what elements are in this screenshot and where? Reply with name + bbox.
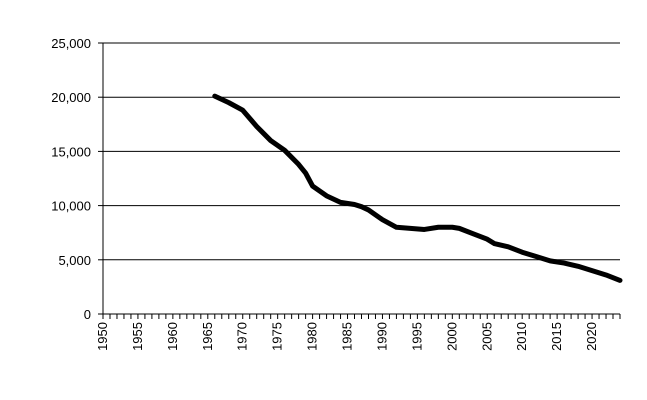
y-tick-label: 20,000 bbox=[51, 90, 91, 105]
x-tick-label: 1975 bbox=[270, 322, 285, 351]
x-tick-label: 1985 bbox=[340, 322, 355, 351]
x-tick-label: 1995 bbox=[409, 322, 424, 351]
series-group bbox=[212, 93, 623, 283]
x-tick-label: 1960 bbox=[165, 322, 180, 351]
y-tick-label: 10,000 bbox=[51, 199, 91, 214]
y-axis-ticks: 0 5,000 10,000 15,000 20,000 25,000 bbox=[51, 36, 103, 322]
y-tick-label: 5,000 bbox=[58, 253, 91, 268]
axes bbox=[102, 43, 620, 315]
gridlines bbox=[103, 42, 620, 261]
y-tick-label: 25,000 bbox=[51, 36, 91, 51]
x-tick-label: 2005 bbox=[479, 322, 494, 351]
x-tick-label: 1980 bbox=[305, 322, 320, 351]
x-tick-label: 1950 bbox=[95, 322, 110, 351]
x-tick-label: 1970 bbox=[235, 322, 250, 351]
x-tick-label: 2020 bbox=[584, 322, 599, 351]
x-tick-label: 2000 bbox=[444, 322, 459, 351]
x-tick-label: 1955 bbox=[130, 322, 145, 351]
x-tick-label: 1990 bbox=[374, 322, 389, 351]
x-tick-label: 1965 bbox=[200, 322, 215, 351]
y-tick-label: 15,000 bbox=[51, 144, 91, 159]
x-tick-label: 2010 bbox=[514, 322, 529, 351]
y-tick-label: 0 bbox=[84, 307, 91, 322]
x-tick-label: 2015 bbox=[549, 322, 564, 351]
x-axis-ticks: 1950 1955 1960 1965 1970 1975 1980 1985 1990 1995… bbox=[95, 314, 621, 351]
series-line-0 bbox=[212, 93, 623, 283]
